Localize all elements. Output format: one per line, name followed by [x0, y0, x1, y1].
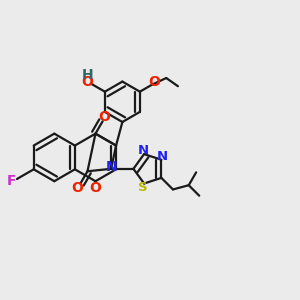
Text: N: N: [105, 160, 117, 174]
Text: N: N: [137, 144, 148, 157]
Text: O: O: [89, 181, 101, 195]
Text: N: N: [157, 150, 168, 163]
Text: H: H: [81, 68, 93, 82]
Text: O: O: [81, 75, 93, 89]
Text: F: F: [7, 174, 16, 188]
Text: O: O: [149, 75, 161, 88]
Text: O: O: [98, 110, 110, 124]
Text: S: S: [137, 181, 147, 194]
Text: O: O: [71, 181, 83, 195]
